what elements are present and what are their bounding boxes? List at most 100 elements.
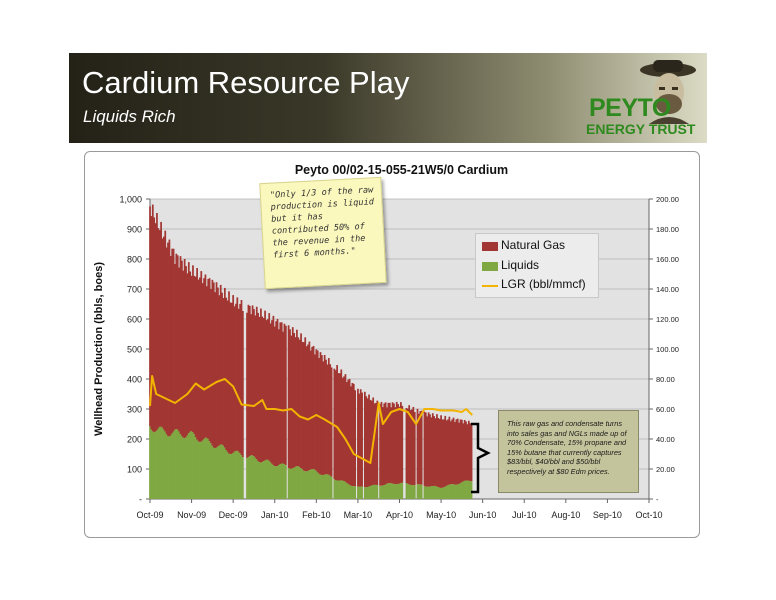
natural-gas-bar: [280, 322, 283, 464]
natural-gas-bar: [401, 405, 404, 483]
liquids-bar: [312, 469, 315, 499]
natural-gas-bar: [368, 394, 370, 487]
liquids-bar: [357, 486, 359, 499]
liquids-bar: [154, 431, 157, 499]
liquids-bar: [440, 487, 442, 499]
natural-gas-bar: [444, 415, 447, 487]
natural-gas-bar: [262, 318, 265, 462]
liquids-bar: [257, 461, 259, 499]
natural-gas-bar: [448, 416, 451, 485]
natural-gas-bar: [266, 319, 269, 460]
liquids-bar: [465, 480, 467, 499]
liquids-bar: [366, 487, 369, 499]
natural-gas-bar: [290, 335, 293, 469]
liquids-bar: [462, 481, 465, 499]
liquids-bar: [397, 484, 399, 499]
natural-gas-bar: [326, 364, 329, 475]
natural-gas-bar: [315, 349, 318, 471]
natural-gas-bar: [205, 286, 208, 438]
liquids-bar: [381, 485, 384, 499]
natural-gas-bar: [207, 278, 210, 439]
natural-gas-bar: [466, 424, 469, 481]
liquids-swatch: [482, 262, 498, 271]
natural-gas-bar: [366, 398, 369, 488]
natural-gas-bar: [149, 206, 151, 427]
liquids-bar: [383, 484, 386, 499]
natural-gas-bar: [423, 411, 426, 486]
natural-gas-bar: [380, 401, 383, 486]
natural-gas-bar: [383, 403, 386, 485]
liquids-bar: [344, 481, 347, 499]
liquids-bar: [370, 485, 373, 499]
natural-gas-bar: [451, 419, 454, 485]
liquids-bar: [207, 438, 210, 499]
natural-gas-bar: [424, 412, 427, 487]
natural-gas-bar: [301, 341, 304, 470]
liquids-bar: [438, 487, 441, 499]
natural-gas-bar: [233, 306, 236, 452]
natural-gas-bar: [239, 304, 241, 454]
liquids-bar: [151, 431, 154, 499]
natural-gas-bar: [408, 405, 411, 485]
liquids-bar: [214, 448, 217, 499]
natural-gas-bar: [272, 315, 275, 466]
liquids-bar: [293, 467, 296, 499]
liquids-bar: [304, 471, 307, 499]
natural-gas-bar: [165, 247, 168, 435]
liquids-bar: [388, 483, 391, 499]
natural-gas-bar: [381, 407, 384, 486]
natural-gas-bar: [156, 212, 158, 431]
natural-gas-bar: [185, 266, 187, 438]
natural-gas-bar: [237, 308, 240, 452]
natural-gas-bar: [430, 417, 433, 487]
liquids-bar: [408, 484, 411, 499]
liquids-bar: [368, 486, 370, 499]
y-tick-label: -: [139, 495, 142, 505]
liquids-bar: [289, 468, 291, 499]
x-tick-label: Jul-10: [512, 510, 537, 520]
liquids-bar: [276, 465, 279, 499]
liquids-bar: [204, 437, 207, 499]
natural-gas-bar: [176, 255, 179, 430]
natural-gas-bar: [351, 382, 354, 487]
natural-gas-bar: [284, 325, 287, 466]
ngl-callout: This raw gas and condensate turns into s…: [498, 410, 639, 493]
liquids-bar: [320, 474, 323, 499]
natural-gas-bar: [289, 329, 291, 469]
y2-tick-label: 120.00: [656, 315, 679, 324]
natural-gas-bar: [219, 284, 222, 445]
natural-gas-bar: [221, 292, 223, 445]
liquids-bar: [282, 463, 284, 499]
liquids-bar: [254, 457, 257, 499]
natural-gas-bar: [304, 337, 307, 472]
x-tick-label: Jan-10: [261, 510, 289, 520]
liquids-bar: [261, 462, 264, 499]
logo-wordmark: PEYTO: [589, 94, 671, 122]
liquids-bar: [380, 485, 383, 499]
natural-gas-bar: [336, 365, 338, 481]
natural-gas-bar: [449, 421, 452, 485]
natural-gas-bar: [329, 364, 332, 476]
natural-gas-bar: [305, 346, 308, 472]
liquids-bar: [269, 462, 272, 499]
liquids-bar: [318, 473, 320, 499]
liquids-bar: [167, 436, 169, 499]
natural-gas-bar: [323, 354, 326, 475]
liquids-bar: [406, 483, 409, 499]
natural-gas-bar: [311, 346, 314, 470]
liquids-bar: [327, 474, 330, 499]
liquids-bar: [237, 451, 240, 499]
natural-gas-bar: [212, 282, 215, 448]
liquids-bar: [459, 483, 462, 499]
liquids-bar: [427, 486, 430, 499]
liquids-bar: [470, 481, 473, 499]
natural-gas-bar: [325, 359, 327, 475]
natural-gas-bar: [225, 297, 228, 451]
title-banner: Cardium Resource Play Liquids Rich: [69, 53, 707, 143]
liquids-bar: [294, 466, 297, 499]
liquids-bar: [222, 445, 225, 499]
natural-gas-bar: [307, 344, 309, 471]
natural-gas-bar: [250, 314, 253, 456]
natural-gas-bar: [354, 390, 356, 487]
natural-gas-bar: [419, 411, 422, 485]
